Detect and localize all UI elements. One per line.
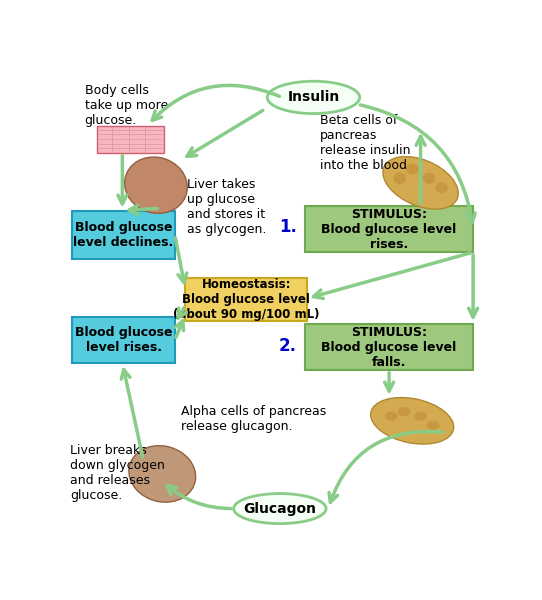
Ellipse shape [397,407,410,416]
Ellipse shape [435,182,448,193]
FancyBboxPatch shape [305,324,473,370]
Text: Body cells
take up more
glucose.: Body cells take up more glucose. [85,83,168,127]
Text: Blood glucose
level declines.: Blood glucose level declines. [74,221,174,249]
Ellipse shape [125,157,188,214]
Text: Liver takes
up glucose
and stores it
as glycogen.: Liver takes up glucose and stores it as … [188,178,267,236]
Ellipse shape [414,412,427,421]
Text: Homeostasis:
Blood glucose level
(about 90 mg/100 mL): Homeostasis: Blood glucose level (about … [173,278,320,321]
Ellipse shape [371,398,454,444]
FancyBboxPatch shape [72,317,175,363]
Ellipse shape [234,494,326,524]
Text: Insulin: Insulin [287,91,340,104]
Text: 1.: 1. [279,218,296,236]
Bar [97,126,164,153]
Ellipse shape [129,446,196,502]
Ellipse shape [427,421,440,430]
Ellipse shape [393,172,406,184]
Text: Beta cells of
pancreas
release insulin
into the blood.: Beta cells of pancreas release insulin i… [320,113,411,172]
FancyBboxPatch shape [185,278,307,322]
Text: STIMULUS:
Blood glucose level
falls.: STIMULUS: Blood glucose level falls. [321,326,457,370]
Ellipse shape [406,163,418,175]
Ellipse shape [385,412,397,421]
FancyBboxPatch shape [72,211,175,259]
FancyBboxPatch shape [305,206,473,252]
Text: Liver breaks
down glycogen
and releases
glucose.: Liver breaks down glycogen and releases … [70,444,165,502]
Text: Blood glucose
level rises.: Blood glucose level rises. [75,326,172,354]
Ellipse shape [267,81,360,113]
Text: 2.: 2. [279,337,296,355]
Text: Glucagon: Glucagon [243,502,317,515]
Ellipse shape [383,157,459,209]
Text: Alpha cells of pancreas
release glucagon.: Alpha cells of pancreas release glucagon… [181,404,326,433]
Ellipse shape [423,172,435,184]
Text: STIMULUS:
Blood glucose level
rises.: STIMULUS: Blood glucose level rises. [321,208,457,251]
